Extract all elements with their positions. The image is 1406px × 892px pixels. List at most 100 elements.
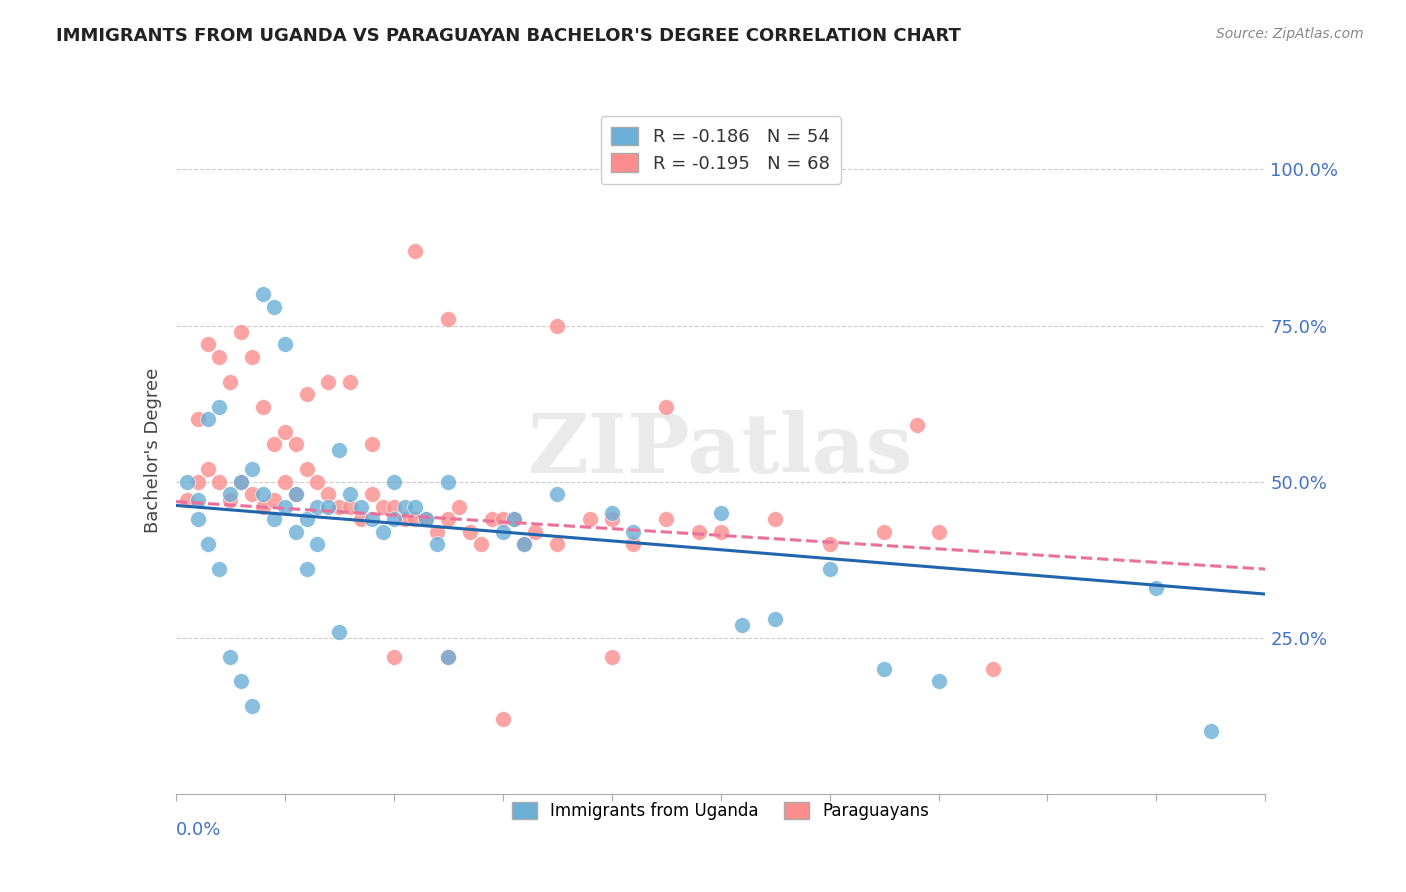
Point bbox=[447, 500, 470, 514]
Point bbox=[274, 500, 297, 514]
Point bbox=[295, 387, 318, 401]
Point bbox=[502, 512, 524, 526]
Point bbox=[197, 412, 219, 426]
Point bbox=[492, 524, 515, 539]
Point bbox=[186, 475, 209, 489]
Point bbox=[186, 512, 209, 526]
Point bbox=[219, 375, 242, 389]
Point bbox=[307, 537, 329, 551]
Point bbox=[295, 462, 318, 476]
Point bbox=[458, 524, 481, 539]
Point bbox=[437, 312, 460, 326]
Point bbox=[360, 512, 382, 526]
Point bbox=[731, 618, 754, 632]
Point bbox=[470, 537, 492, 551]
Point bbox=[328, 500, 350, 514]
Point bbox=[339, 487, 361, 501]
Point bbox=[1199, 724, 1222, 739]
Point bbox=[350, 500, 373, 514]
Point bbox=[219, 487, 242, 501]
Point bbox=[284, 437, 307, 451]
Point bbox=[263, 493, 285, 508]
Point bbox=[546, 318, 568, 333]
Point bbox=[208, 562, 231, 576]
Point bbox=[176, 493, 198, 508]
Point bbox=[524, 524, 547, 539]
Point bbox=[274, 337, 297, 351]
Point bbox=[231, 325, 253, 339]
Point bbox=[818, 562, 841, 576]
Point bbox=[263, 300, 285, 314]
Point bbox=[437, 649, 460, 664]
Text: 0.0%: 0.0% bbox=[176, 822, 221, 839]
Point bbox=[415, 512, 437, 526]
Point bbox=[710, 506, 733, 520]
Text: Source: ZipAtlas.com: Source: ZipAtlas.com bbox=[1216, 27, 1364, 41]
Point bbox=[240, 699, 263, 714]
Point bbox=[710, 524, 733, 539]
Point bbox=[655, 512, 678, 526]
Point bbox=[240, 487, 263, 501]
Point bbox=[231, 475, 253, 489]
Point bbox=[252, 487, 274, 501]
Point bbox=[437, 649, 460, 664]
Point bbox=[382, 500, 405, 514]
Point bbox=[339, 375, 361, 389]
Point bbox=[905, 418, 928, 433]
Point bbox=[1144, 581, 1167, 595]
Point bbox=[307, 500, 329, 514]
Text: IMMIGRANTS FROM UGANDA VS PARAGUAYAN BACHELOR'S DEGREE CORRELATION CHART: IMMIGRANTS FROM UGANDA VS PARAGUAYAN BAC… bbox=[56, 27, 962, 45]
Point bbox=[600, 649, 623, 664]
Point bbox=[307, 475, 329, 489]
Point bbox=[502, 512, 524, 526]
Point bbox=[295, 512, 318, 526]
Point bbox=[208, 475, 231, 489]
Point bbox=[328, 443, 350, 458]
Point bbox=[197, 537, 219, 551]
Point bbox=[426, 537, 449, 551]
Point bbox=[655, 400, 678, 414]
Point bbox=[284, 487, 307, 501]
Point bbox=[274, 425, 297, 439]
Point bbox=[873, 662, 896, 676]
Point bbox=[240, 350, 263, 364]
Point bbox=[240, 462, 263, 476]
Point bbox=[513, 537, 536, 551]
Point bbox=[360, 437, 382, 451]
Point bbox=[405, 244, 427, 258]
Point bbox=[513, 537, 536, 551]
Point bbox=[382, 649, 405, 664]
Point bbox=[546, 537, 568, 551]
Legend: Immigrants from Uganda, Paraguayans: Immigrants from Uganda, Paraguayans bbox=[505, 796, 936, 827]
Point bbox=[350, 512, 373, 526]
Point bbox=[197, 337, 219, 351]
Point bbox=[405, 500, 427, 514]
Point bbox=[197, 462, 219, 476]
Point bbox=[176, 475, 198, 489]
Point bbox=[437, 512, 460, 526]
Point bbox=[621, 524, 644, 539]
Point bbox=[621, 537, 644, 551]
Point bbox=[295, 562, 318, 576]
Point bbox=[219, 493, 242, 508]
Point bbox=[360, 487, 382, 501]
Point bbox=[405, 512, 427, 526]
Point bbox=[318, 500, 340, 514]
Point bbox=[600, 512, 623, 526]
Point bbox=[318, 487, 340, 501]
Point bbox=[818, 537, 841, 551]
Point bbox=[415, 512, 437, 526]
Point bbox=[371, 524, 394, 539]
Point bbox=[219, 649, 242, 664]
Point bbox=[492, 712, 515, 726]
Point bbox=[394, 500, 416, 514]
Point bbox=[382, 475, 405, 489]
Point bbox=[252, 287, 274, 301]
Point bbox=[382, 512, 405, 526]
Point bbox=[763, 512, 786, 526]
Point bbox=[231, 674, 253, 689]
Y-axis label: Bachelor's Degree: Bachelor's Degree bbox=[143, 368, 162, 533]
Point bbox=[231, 475, 253, 489]
Point bbox=[763, 612, 786, 626]
Point bbox=[186, 493, 209, 508]
